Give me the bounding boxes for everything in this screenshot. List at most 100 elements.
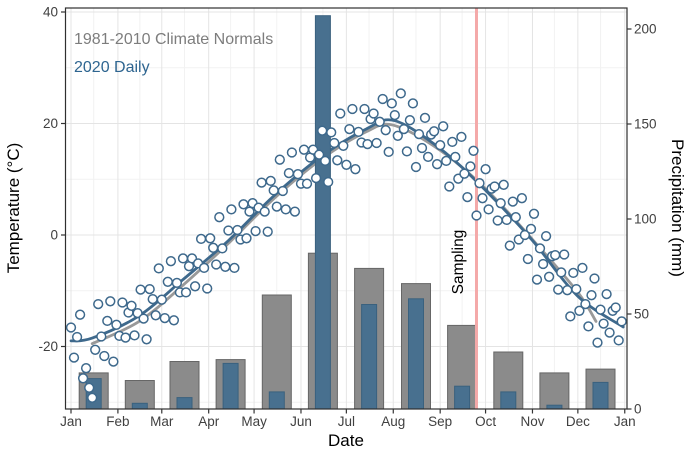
daily-2020-precip-bar — [592, 381, 609, 410]
left-tick-label: 40 — [43, 5, 58, 20]
daily-temp-point — [347, 103, 358, 115]
sampling-marker-label: Sampling — [450, 230, 467, 295]
daily-temp-point — [468, 145, 479, 156]
daily-temp-point — [77, 373, 89, 384]
daily-temp-point — [353, 126, 364, 138]
daily-temp-point — [580, 298, 591, 310]
daily-2020-precip-bar — [500, 391, 517, 410]
daily-temp-point — [465, 161, 476, 172]
daily-temp-point — [604, 327, 615, 338]
daily-temp-point — [96, 331, 107, 342]
daily-temp-point — [259, 206, 270, 217]
daily-2020-precip-bar — [361, 304, 378, 410]
daily-temp-point — [223, 225, 234, 236]
daily-temp-point — [543, 271, 555, 282]
daily-temp-point — [211, 259, 222, 270]
right-tick-label: 50 — [634, 307, 649, 322]
daily-temp-point — [589, 273, 600, 284]
daily-2020-precip-bar — [131, 402, 148, 410]
right-tick-label: 150 — [634, 117, 657, 132]
daily-temp-point — [456, 131, 467, 143]
daily-temp-point — [180, 287, 192, 298]
daily-temp-point — [371, 137, 382, 149]
daily-temp-point — [126, 300, 137, 311]
daily-temp-point — [568, 267, 579, 279]
daily-temp-point — [610, 302, 621, 313]
daily-2020-precip-bar — [176, 397, 193, 410]
daily-temp-point — [71, 331, 83, 343]
daily-temp-point — [519, 229, 531, 241]
daily-temp-point — [377, 93, 388, 105]
daily-temp-point — [413, 128, 425, 140]
daily-temp-point — [483, 204, 494, 215]
daily-temp-point — [495, 198, 506, 209]
right-tick-label: 100 — [634, 212, 657, 227]
x-tick-label: Apr — [198, 414, 220, 429]
daily-temp-point — [550, 249, 561, 261]
daily-temp-point — [105, 296, 116, 307]
daily-temp-point — [504, 240, 515, 251]
daily-temp-point — [205, 233, 216, 244]
daily-temp-point — [265, 175, 276, 187]
daily-temp-point — [153, 263, 164, 274]
daily-temp-point — [244, 206, 255, 217]
axis-ticks — [61, 11, 632, 414]
daily-temp-point — [419, 112, 431, 124]
daily-temp-point — [171, 277, 183, 289]
daily-temp-point — [525, 223, 537, 235]
daily-temp-point — [537, 258, 549, 270]
daily-temp-point — [507, 196, 518, 207]
daily-temp-point — [601, 288, 612, 300]
daily-temp-point — [326, 127, 337, 138]
daily-temp-point — [320, 155, 331, 167]
daily-temp-point — [540, 230, 552, 242]
daily-temp-point — [202, 283, 213, 294]
daily-temp-point — [598, 318, 609, 329]
x-tick-label: Mar — [150, 414, 174, 429]
daily-temp-point — [268, 185, 279, 196]
daily-temp-point — [410, 161, 422, 173]
daily-temp-point — [380, 125, 391, 136]
left-tick-label: 20 — [43, 116, 58, 131]
daily-temp-point — [462, 191, 473, 203]
daily-temp-point — [341, 159, 352, 170]
daily-temp-point — [87, 392, 98, 403]
x-tick-label: Feb — [106, 414, 129, 429]
x-tick-label: Jan — [614, 414, 636, 429]
daily-temp-point — [262, 226, 273, 237]
daily-temp-point — [129, 330, 140, 341]
daily-temp-point — [159, 312, 170, 324]
right-tick-label: 200 — [634, 22, 657, 37]
daily-temp-point — [165, 256, 177, 267]
daily-2020-precip-bar — [314, 15, 331, 410]
daily-temp-point — [323, 176, 334, 188]
daily-temperature-points — [65, 88, 627, 403]
daily-temp-point — [477, 193, 488, 204]
daily-temp-point — [90, 344, 101, 355]
daily-temp-point — [214, 212, 225, 223]
daily-temp-point — [368, 108, 379, 119]
daily-temp-point — [150, 310, 161, 321]
daily-temp-point — [141, 334, 152, 345]
daily-2020-precip-bar — [454, 385, 471, 410]
daily-temp-point — [195, 233, 207, 245]
daily-temp-point — [208, 242, 219, 253]
daily-temp-point — [298, 144, 310, 155]
daily-temp-point — [135, 284, 146, 295]
daily-temp-point — [577, 262, 588, 274]
daily-temp-point — [310, 172, 322, 184]
daily-temp-point — [559, 249, 570, 260]
daily-temp-point — [401, 146, 413, 157]
daily-temp-point — [528, 208, 540, 219]
daily-temp-point — [65, 322, 77, 333]
daily-temp-point — [93, 298, 104, 310]
daily-temp-point — [583, 321, 594, 332]
daily-temp-point — [531, 274, 543, 285]
daily-2020-precip-bar — [408, 298, 424, 410]
daily-temp-point — [99, 350, 110, 362]
gridlines — [65, 8, 627, 409]
daily-temp-point — [313, 149, 325, 160]
x-tick-label: Oct — [475, 414, 496, 429]
